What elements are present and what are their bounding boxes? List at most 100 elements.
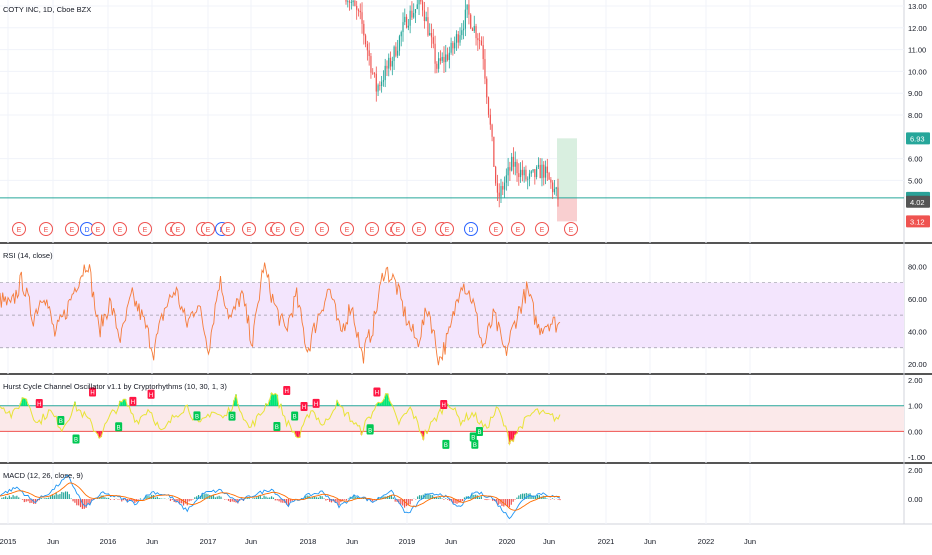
hurst-line	[0, 391, 561, 446]
earnings-marker[interactable]: E	[365, 222, 379, 236]
signal-badge	[440, 400, 448, 410]
signal-badge	[57, 416, 65, 426]
earnings-marker[interactable]: E	[138, 222, 152, 236]
y-axis-label: 11.00	[908, 46, 926, 55]
y-axis-label: 40.00	[908, 327, 927, 336]
earnings-marker[interactable]: E	[271, 222, 285, 236]
earnings-marker[interactable]: E	[201, 222, 215, 236]
dividend-marker[interactable]: D	[464, 222, 478, 236]
marker-circle	[440, 222, 454, 236]
signal-letter: H	[285, 389, 289, 395]
target-zone[interactable]	[557, 138, 577, 198]
earnings-marker[interactable]: E	[340, 222, 354, 236]
candle-body	[420, 0, 422, 2]
candle-body	[519, 169, 522, 178]
price-tag-label-ref: 4.02	[910, 198, 925, 207]
candle-body	[498, 192, 500, 197]
candle-body	[495, 166, 497, 184]
grid	[0, 0, 904, 524]
marker-letter: E	[276, 227, 281, 234]
x-axis-label: 2016	[100, 537, 117, 546]
candle-body	[427, 17, 429, 36]
earnings-marker[interactable]: E	[412, 222, 426, 236]
x-axis-label: 2020	[499, 537, 516, 546]
candle-body	[379, 85, 381, 87]
x-axis-label: 2015	[0, 537, 16, 546]
candle-body	[411, 10, 413, 18]
signal-badge	[475, 426, 483, 436]
candle-body	[345, 0, 347, 2]
marker-circle	[290, 222, 304, 236]
rsi-pane	[0, 262, 904, 366]
signal-badge	[312, 398, 320, 408]
hurst-signal-low: B	[115, 422, 123, 431]
earnings-marker[interactable]: E	[535, 222, 549, 236]
candle-body	[372, 72, 374, 74]
marker-circle	[65, 222, 79, 236]
rsi-title[interactable]: RSI (14, close)	[3, 251, 53, 260]
risk-reward-zones[interactable]	[0, 138, 904, 222]
candle-body	[407, 25, 409, 28]
candle-body	[521, 169, 523, 176]
candle-body	[352, 0, 354, 3]
candle-body	[518, 173, 520, 178]
candle-body	[413, 13, 415, 18]
earnings-marker[interactable]: E	[113, 222, 127, 236]
signal-letter: H	[314, 402, 318, 408]
candle-body	[450, 42, 452, 53]
candle-body	[350, 2, 352, 3]
marker-circle	[535, 222, 549, 236]
earnings-marker[interactable]: E	[315, 222, 329, 236]
candle-body	[477, 38, 479, 41]
signal-badge	[471, 439, 479, 449]
earnings-marker[interactable]: E	[221, 222, 235, 236]
marker-circle	[171, 222, 185, 236]
marker-letter: E	[44, 227, 49, 234]
candle-body	[507, 167, 509, 176]
signal-letter: B	[471, 436, 475, 442]
candle-body	[503, 182, 506, 190]
earnings-marker[interactable]: E	[564, 222, 578, 236]
earnings-marker[interactable]: E	[489, 222, 503, 236]
earnings-marker[interactable]: E	[65, 222, 79, 236]
x-axis-label: 2019	[399, 537, 416, 546]
marker-letter: E	[417, 227, 422, 234]
candle-body	[416, 4, 418, 10]
signal-badge	[129, 396, 137, 406]
candle-body	[402, 22, 404, 33]
earnings-marker[interactable]: E	[391, 222, 405, 236]
earnings-marker[interactable]: E	[39, 222, 53, 236]
earnings-marker[interactable]: E	[171, 222, 185, 236]
hurst-signal-high: H	[440, 400, 448, 410]
candle-body	[389, 57, 392, 67]
earnings-marker[interactable]: E	[91, 222, 105, 236]
hurst-title[interactable]: Hurst Cycle Channel Oscillator v1.1 by C…	[3, 382, 227, 391]
y-axis-label: -1.00	[908, 453, 925, 462]
marker-circle	[113, 222, 127, 236]
marker-letter: E	[247, 227, 252, 234]
earnings-marker[interactable]: E	[12, 222, 26, 236]
earnings-markers[interactable]: EEEDEEEEEEEDEEEEEEEEEEEEEDEEEE	[12, 222, 578, 236]
earnings-marker[interactable]: E	[242, 222, 256, 236]
x-axis-label: 2022	[698, 537, 715, 546]
macd-title[interactable]: MACD (12, 26, close, 9)	[3, 471, 84, 480]
signal-letter: H	[131, 400, 135, 406]
hurst-band	[0, 405, 904, 432]
earnings-marker[interactable]: E	[511, 222, 525, 236]
y-axis-label: 0.00	[908, 495, 923, 504]
signal-badge	[89, 387, 97, 397]
marker-circle	[464, 222, 478, 236]
candle-body	[552, 182, 554, 193]
main-title[interactable]: COTY INC, 1D, Cboe BZX	[3, 5, 91, 14]
marker-circle	[39, 222, 53, 236]
candle-body	[493, 136, 495, 167]
price-tag-ref	[906, 195, 930, 208]
earnings-marker[interactable]: E	[440, 222, 454, 236]
candle-body	[512, 156, 515, 167]
earnings-marker[interactable]: E	[290, 222, 304, 236]
stop-zone[interactable]	[557, 197, 577, 222]
candle-body	[382, 80, 385, 82]
candle-body	[391, 61, 393, 67]
candle-body	[357, 9, 360, 11]
